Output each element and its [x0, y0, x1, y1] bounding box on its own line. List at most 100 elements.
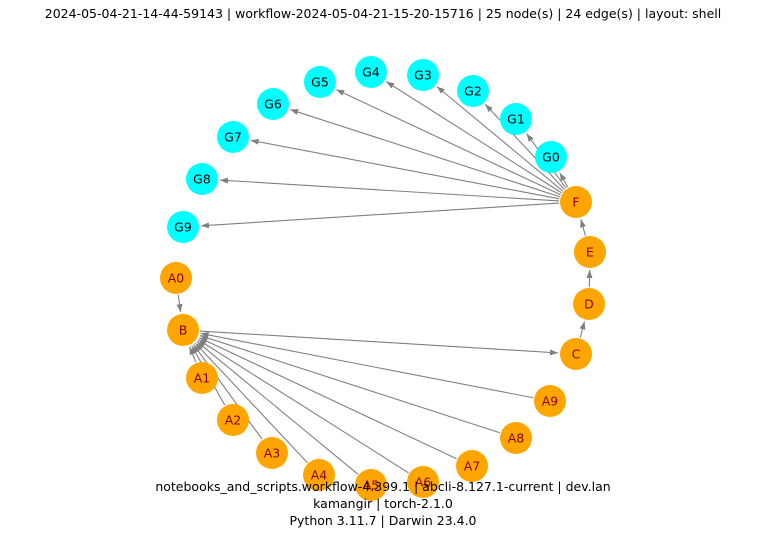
node-label-A7: A7: [464, 459, 481, 474]
node-A6: A6: [407, 466, 439, 498]
node-G5: G5: [304, 66, 336, 98]
nodes: G0 G1 G2 G3 G4 G5 G6 G7 G8 G9 A0 B A1 A2 A3 A4 A5 A6 A7 A8 A…: [160, 56, 606, 501]
node-D: D: [573, 288, 605, 320]
node-circle-A3: [256, 437, 288, 469]
edge-A0-to-B: [176, 294, 183, 313]
node-label-A4: A4: [311, 468, 328, 483]
node-label-G4: G4: [362, 65, 380, 80]
node-circle-G1: [500, 103, 532, 135]
node-circle-A5: [355, 469, 387, 501]
edge-F-to-G9: [200, 202, 560, 229]
node-A4: A4: [303, 459, 335, 491]
node-circle-A9: [534, 385, 566, 417]
edge-A8-to-B: [199, 335, 500, 434]
node-circle-D: [573, 288, 605, 320]
edge-F-to-G8: [219, 177, 560, 202]
edge-F-to-G2: [484, 103, 565, 190]
footer-line-3: Python 3.11.7 | Darwin 23.4.0: [289, 513, 477, 528]
node-circle-G4: [355, 56, 387, 88]
edge-E-to-F: [580, 219, 586, 236]
node-circle-G3: [407, 59, 439, 91]
node-F: F: [560, 186, 592, 218]
node-label-G1: G1: [507, 112, 525, 127]
node-circle-A6: [407, 466, 439, 498]
node-circle-G7: [217, 121, 249, 153]
node-circle-G9: [167, 211, 199, 243]
edge-A1-to-B: [189, 346, 197, 363]
node-A5: A5: [355, 469, 387, 501]
node-circle-G2: [457, 75, 489, 107]
node-E: E: [574, 236, 606, 268]
node-circle-C: [560, 338, 592, 370]
node-label-E: E: [586, 245, 594, 260]
edge-F-to-G4: [385, 81, 562, 194]
node-C: C: [560, 338, 592, 370]
node-circle-F: [560, 186, 592, 218]
node-label-A0: A0: [168, 271, 185, 286]
node-circle-A1: [186, 362, 218, 394]
node-label-G9: G9: [174, 220, 192, 235]
footer-line-2: kamangir | torch-2.1.0: [313, 496, 453, 511]
edge-F-to-G7: [250, 138, 560, 200]
edge-A7-to-B: [199, 337, 457, 460]
edges: [176, 81, 593, 475]
node-A7: A7: [456, 450, 488, 482]
node-A1: A1: [186, 362, 218, 394]
edge-B-to-C: [199, 330, 559, 356]
node-label-G8: G8: [193, 172, 211, 187]
node-G2: G2: [457, 75, 489, 107]
edge-A3-to-B: [193, 344, 263, 440]
node-G4: G4: [355, 56, 387, 88]
edge-A6-to-B: [197, 339, 409, 474]
node-G0: G0: [535, 141, 567, 173]
node-G1: G1: [500, 103, 532, 135]
edge-F-to-G3: [436, 86, 564, 192]
node-G7: G7: [217, 121, 249, 153]
edge-F-to-G5: [336, 89, 561, 196]
node-label-D: D: [584, 297, 594, 312]
node-label-G3: G3: [414, 68, 432, 83]
edge-F-to-G0: [559, 172, 569, 188]
node-G9: G9: [167, 211, 199, 243]
node-A9: A9: [534, 385, 566, 417]
node-A0: A0: [160, 262, 192, 294]
node-circle-G5: [304, 66, 336, 98]
node-label-A6: A6: [415, 475, 432, 490]
node-G6: G6: [257, 88, 289, 120]
diagram-title: 2024-05-04-21-14-44-59143 | workflow-202…: [44, 6, 722, 21]
node-label-A1: A1: [194, 371, 211, 386]
node-circle-G0: [535, 141, 567, 173]
node-label-A8: A8: [508, 431, 525, 446]
footer-line-1: notebooks_and_scripts.workflow-4.399.1 |…: [155, 479, 611, 494]
node-label-B: B: [179, 323, 188, 338]
node-A2: A2: [217, 404, 249, 436]
node-circle-A4: [303, 459, 335, 491]
edge-C-to-D: [579, 321, 586, 338]
node-label-A3: A3: [264, 446, 281, 461]
node-circle-G8: [186, 163, 218, 195]
edge-A9-to-B: [200, 331, 534, 399]
node-label-G7: G7: [224, 130, 242, 145]
node-B: B: [167, 314, 199, 346]
node-label-G2: G2: [464, 84, 482, 99]
footer-info: notebooks_and_scripts.workflow-4.399.1 |…: [0, 478, 766, 529]
node-circle-E: [574, 236, 606, 268]
node-label-A9: A9: [542, 394, 559, 409]
edge-A5-to-B: [196, 341, 359, 475]
node-circle-A2: [217, 404, 249, 436]
node-circle-B: [167, 314, 199, 346]
node-circle-A8: [500, 422, 532, 454]
node-circle-A7: [456, 450, 488, 482]
edge-A4-to-B: [194, 342, 308, 463]
node-label-G0: G0: [542, 150, 560, 165]
node-circle-G6: [257, 88, 289, 120]
edge-F-to-G6: [289, 109, 560, 198]
node-A8: A8: [500, 422, 532, 454]
node-label-G6: G6: [264, 97, 282, 112]
node-label-G5: G5: [311, 75, 329, 90]
node-label-A5: A5: [363, 478, 380, 493]
node-label-C: C: [572, 347, 581, 362]
node-G3: G3: [407, 59, 439, 91]
node-label-F: F: [572, 195, 579, 210]
